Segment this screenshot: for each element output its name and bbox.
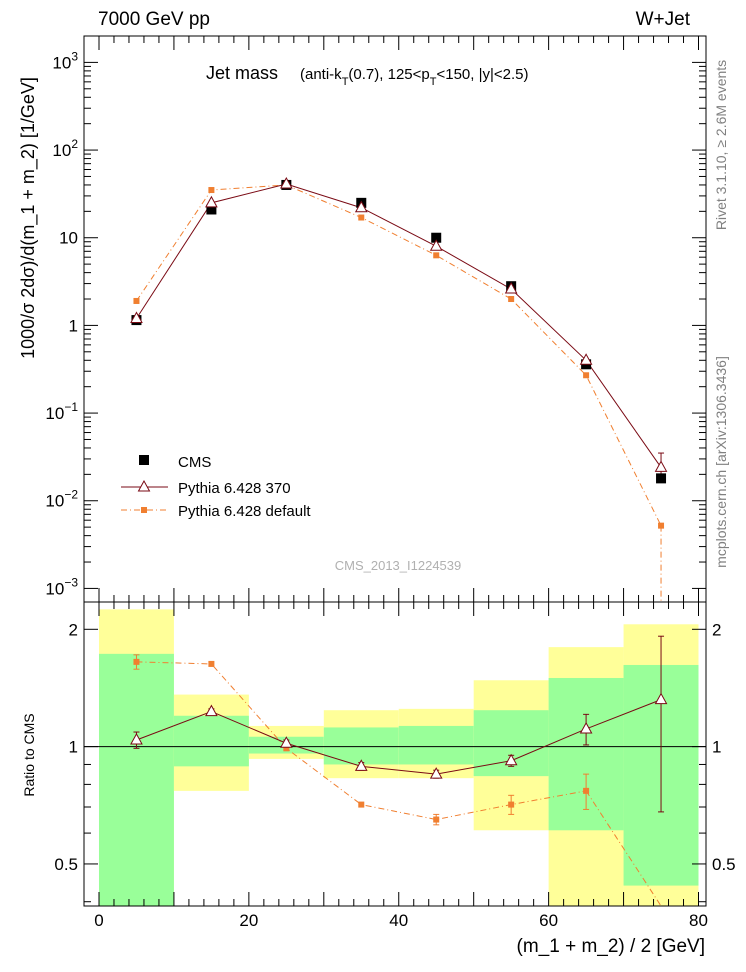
ratio-plot-frame bbox=[83, 601, 707, 907]
y-tick-label: 1 bbox=[69, 316, 78, 335]
stat-uncertainty-band bbox=[323, 727, 399, 765]
y-tick-label: 10−3 bbox=[45, 575, 78, 598]
main-axis-ticks: 10−3 10−2 10−1 1 10 102 103 bbox=[45, 35, 706, 602]
energy-label: 7000 GeV pp bbox=[98, 9, 210, 30]
pythia-370-point bbox=[205, 195, 218, 208]
cms-data-point bbox=[431, 232, 442, 243]
ratio-pythia-370-point bbox=[654, 692, 668, 705]
ratio-y-tick-label-right: 1 bbox=[712, 738, 721, 757]
main-y-axis-title: 1000/σ 2dσ)/d(m_1 + m_2) [1/GeV] bbox=[18, 77, 39, 359]
ratio-data-marks bbox=[130, 635, 668, 907]
ratio-pythia-370-point bbox=[279, 736, 293, 748]
pythia-default-line bbox=[136, 184, 662, 526]
ratio-y-axis-title: Ratio to CMS bbox=[21, 713, 37, 796]
ratio-axis-ticks: 0 20 40 60 80 0.5 0.5 1 1 2 2 bbox=[54, 602, 736, 930]
ratio-y-tick-label-right: 2 bbox=[712, 620, 721, 639]
legend-label-pythia-default: Pythia 6.428 default bbox=[178, 503, 311, 520]
ratio-pythia-370-point bbox=[354, 759, 368, 771]
x-tick-label: 20 bbox=[239, 911, 258, 930]
legend-marker-cms bbox=[139, 455, 149, 465]
ratio-pythia-370-point bbox=[579, 721, 593, 734]
rivet-label: Rivet 3.1.10, ≥ 2.6M events bbox=[713, 60, 729, 230]
pythia-370-point bbox=[504, 281, 518, 294]
ratio-y-tick-label-left: 1 bbox=[69, 738, 78, 757]
x-axis-title: (m_1 + m_2) / 2 [GeV] bbox=[517, 936, 706, 957]
legend: CMS Pythia 6.428 370 Pythia 6.428 defaul… bbox=[121, 454, 311, 520]
legend-label-pythia-370: Pythia 6.428 370 bbox=[178, 480, 291, 497]
source-label: mcplots.cern.ch [arXiv:1306.3436] bbox=[713, 356, 729, 568]
pythia-370-point bbox=[279, 176, 293, 189]
ratio-pythia-370-point bbox=[205, 704, 218, 717]
pythia-default-point bbox=[658, 522, 665, 529]
y-tick-label: 103 bbox=[52, 49, 78, 72]
ratio-pythia-default-point bbox=[433, 816, 440, 823]
ratio-y-tick-label-right: 0.5 bbox=[712, 855, 736, 874]
main-plot: 10−3 10−2 10−1 1 10 102 103 Jet mass (anti-kT(… bbox=[18, 35, 707, 603]
x-tick-label: 0 bbox=[94, 911, 103, 930]
y-tick-label: 10−2 bbox=[45, 488, 78, 511]
x-tick-label: 80 bbox=[689, 911, 708, 930]
ratio-pythia-default-point bbox=[133, 658, 140, 665]
stat-uncertainty-band bbox=[398, 725, 474, 765]
pythia-default-point bbox=[208, 187, 215, 194]
pythia-370-point bbox=[130, 311, 143, 323]
legend-marker-pythia-370 bbox=[137, 479, 151, 492]
pythia-default-point bbox=[583, 372, 590, 379]
stat-uncertainty-band bbox=[98, 653, 174, 906]
ratio-pythia-370-point bbox=[429, 767, 443, 779]
ratio-y-tick-label-left: 0.5 bbox=[54, 855, 78, 874]
pythia-default-point bbox=[508, 296, 515, 303]
ratio-pythia-default-point bbox=[508, 801, 515, 808]
pythia-default-point bbox=[358, 214, 365, 221]
main-data-marks bbox=[130, 176, 668, 602]
ratio-pythia-default-point bbox=[283, 745, 290, 752]
ratio-y-tick-label-left: 2 bbox=[69, 620, 78, 639]
x-tick-label: 60 bbox=[539, 911, 558, 930]
plot-subtitle: (anti-kT(0.7), 125<pT<150, |y|<2.5) bbox=[300, 66, 529, 88]
legend-label-cms: CMS bbox=[178, 454, 211, 471]
y-tick-label: 10 bbox=[59, 229, 78, 248]
cms-data-point bbox=[206, 204, 217, 215]
ratio-plot: 0 20 40 60 80 0.5 0.5 1 1 2 2 Ratio to CMS (m_1 + … bbox=[21, 601, 736, 957]
plot-title: Jet mass bbox=[206, 63, 278, 83]
ratio-pythia-370-line bbox=[136, 699, 662, 775]
y-tick-label: 102 bbox=[52, 137, 78, 160]
stat-uncertainty-band bbox=[173, 715, 249, 767]
process-label: W+Jet bbox=[636, 9, 691, 30]
legend-marker-pythia-default bbox=[141, 507, 147, 513]
pythia-370-point bbox=[429, 239, 443, 251]
y-tick-label: 10−1 bbox=[45, 400, 78, 423]
ratio-pythia-default-point bbox=[583, 787, 590, 794]
pythia-370-line bbox=[136, 183, 662, 468]
pythia-370-point bbox=[579, 353, 593, 365]
cms-data-point bbox=[656, 473, 667, 484]
ratio-pythia-default-point bbox=[358, 801, 365, 808]
ratio-pythia-default-line-tail bbox=[585, 790, 662, 907]
ratio-pythia-370-point bbox=[504, 753, 518, 766]
pythia-default-point bbox=[433, 252, 440, 259]
x-tick-label: 40 bbox=[389, 911, 408, 930]
pythia-370-point bbox=[654, 460, 668, 472]
ratio-pythia-370-point bbox=[130, 732, 143, 745]
pythia-370-point bbox=[354, 200, 368, 213]
ratio-uncertainty-bands bbox=[98, 609, 699, 906]
pythia-default-point bbox=[133, 297, 140, 304]
ratio-pythia-default-point bbox=[208, 660, 215, 667]
watermark-label: CMS_2013_I1224539 bbox=[335, 558, 462, 573]
